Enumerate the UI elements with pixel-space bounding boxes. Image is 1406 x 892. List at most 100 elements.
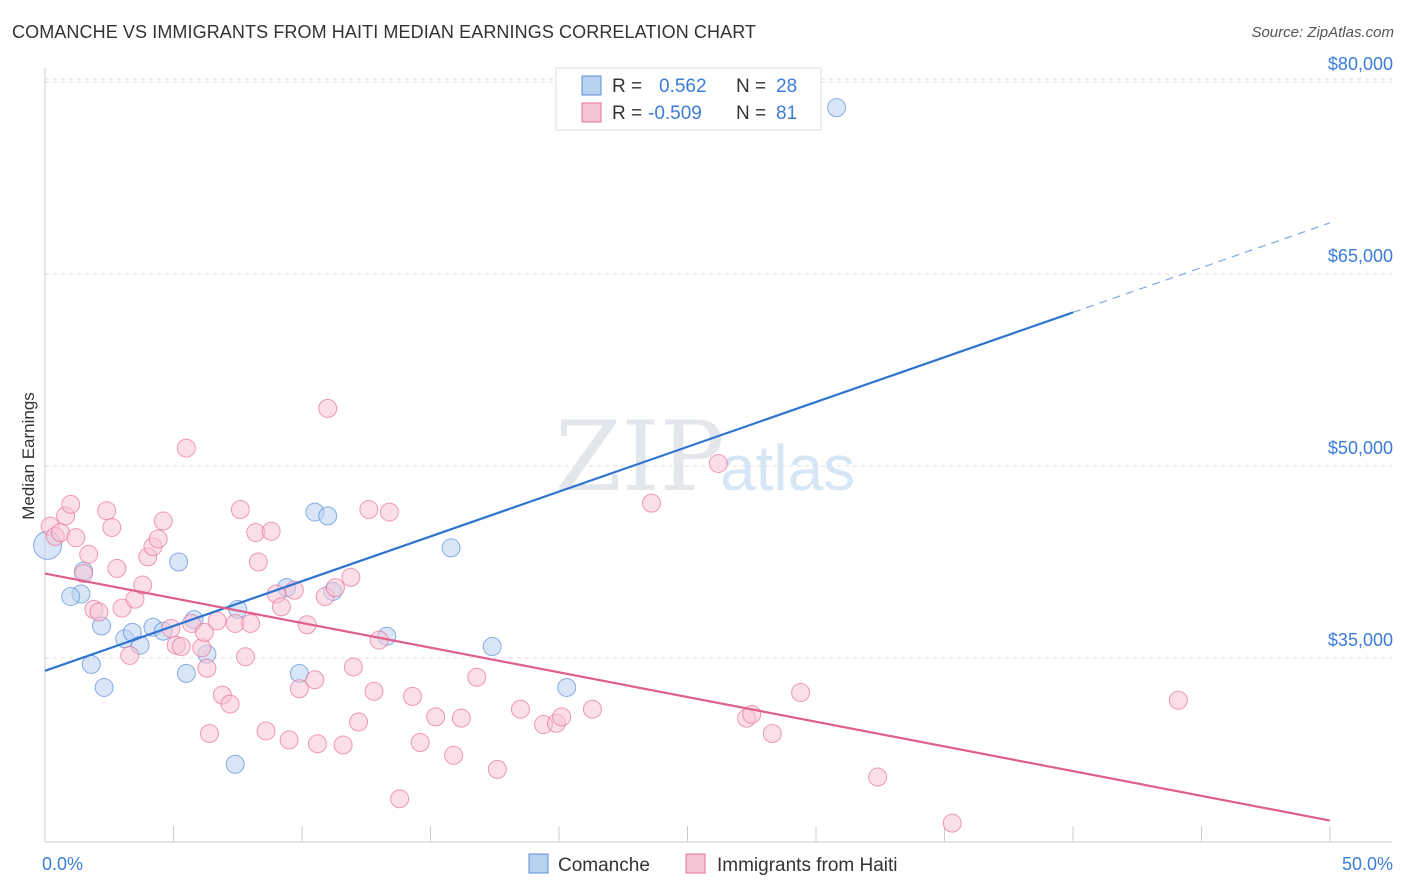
stats-legend: R = 0.562 N = 28 R = -0.509 N = 81 [555,67,822,131]
haiti-point [403,686,423,706]
haiti-n-label: N = [736,103,766,124]
haiti-point [510,699,530,719]
chart-title: COMANCHE VS IMMIGRANTS FROM HAITI MEDIAN… [12,22,757,42]
y-tick-label: $65,000 [1328,246,1393,266]
comanche-r-label: R = [612,76,642,97]
haiti-point [708,453,728,473]
haiti-point [791,683,811,703]
watermark-atlas: atlas [720,432,855,504]
haiti-point [307,734,327,754]
comanche-point [225,754,245,774]
haiti-point [410,732,430,752]
comanche-point [318,506,338,526]
haiti-point [289,679,309,699]
haiti-point [102,517,122,537]
haiti-point [325,578,345,598]
series-legend: Comanche Immigrants from Haiti [528,853,898,876]
haiti-point [241,613,261,633]
legend-comanche-label: Comanche [558,855,650,876]
haiti-point [349,712,369,732]
comanche-point [81,654,101,674]
haiti-point [379,502,399,522]
haiti-point [79,544,99,564]
haiti-trend-line [44,572,1331,822]
haiti-point [97,501,117,521]
watermark: ZIP atlas [555,401,855,513]
y-tick-label: $80,000 [1328,54,1393,74]
haiti-point [194,622,214,642]
legend-haiti-swatch [685,853,706,874]
series-haiti-points [40,398,1188,833]
comanche-n-value: 28 [776,76,797,97]
comanche-swatch [581,75,602,96]
haiti-point [279,730,299,750]
haiti-point [868,767,888,787]
haiti-point [107,558,127,578]
trend-lines [44,222,1331,822]
haiti-point [333,735,353,755]
haiti-point [942,813,962,833]
haiti-point [444,745,464,765]
haiti-point [61,494,81,514]
source-credit: Source: ZipAtlas.com [1251,24,1394,41]
haiti-point [74,564,94,584]
haiti-point [199,724,219,744]
haiti-point [642,493,662,513]
haiti-r-value: -0.509 [648,103,702,124]
haiti-point [235,647,255,667]
haiti-point [271,597,291,617]
comanche-trend-projection [1072,222,1331,313]
comanche-r-value: 0.562 [659,76,707,97]
haiti-point [341,567,361,587]
haiti-point [176,438,196,458]
comanche-point [827,98,847,118]
haiti-point [89,602,109,622]
comanche-point [441,538,461,558]
x-tick-label-min: 0.0% [42,854,83,874]
haiti-point [390,789,410,809]
comanche-point [94,677,114,697]
comanche-point [557,677,577,697]
y-axis-label: Median Earnings [19,392,38,520]
haiti-point [230,500,250,520]
haiti-point [207,611,227,631]
haiti-point [133,575,153,595]
haiti-point [66,528,86,548]
haiti-point [318,398,338,418]
comanche-point [169,552,189,572]
x-tick-labels: 0.0% 50.0% [42,854,1393,874]
y-tick-label: $50,000 [1328,438,1393,458]
comanche-point [176,663,196,683]
haiti-point [1168,690,1188,710]
haiti-point [256,721,276,741]
comanche-point [61,587,81,607]
haiti-point [220,694,240,714]
axes [44,68,1392,843]
haiti-point [451,708,471,728]
haiti-point [582,699,602,719]
haiti-point [487,759,507,779]
grid-lines [45,78,1392,659]
y-tick-label: $35,000 [1328,630,1393,650]
comanche-point [482,636,502,656]
haiti-point [305,670,325,690]
haiti-point [261,521,281,541]
haiti-r-label: R = [612,103,642,124]
y-tick-labels: $35,000 $50,000 $65,000 $80,000 [1328,54,1393,650]
haiti-point [153,511,173,531]
x-tick-label-max: 50.0% [1342,854,1393,874]
legend-haiti-label: Immigrants from Haiti [717,855,898,876]
haiti-point [343,657,363,677]
haiti-point [426,707,446,727]
haiti-point [197,658,217,678]
haiti-n-value: 81 [776,103,797,124]
legend-comanche-swatch [528,853,549,874]
haiti-swatch [581,102,602,123]
haiti-point [148,529,168,549]
haiti-point [359,500,379,520]
comanche-trend-line [44,311,1074,672]
haiti-point [552,707,572,727]
haiti-point [364,681,384,701]
comanche-n-label: N = [736,76,766,97]
